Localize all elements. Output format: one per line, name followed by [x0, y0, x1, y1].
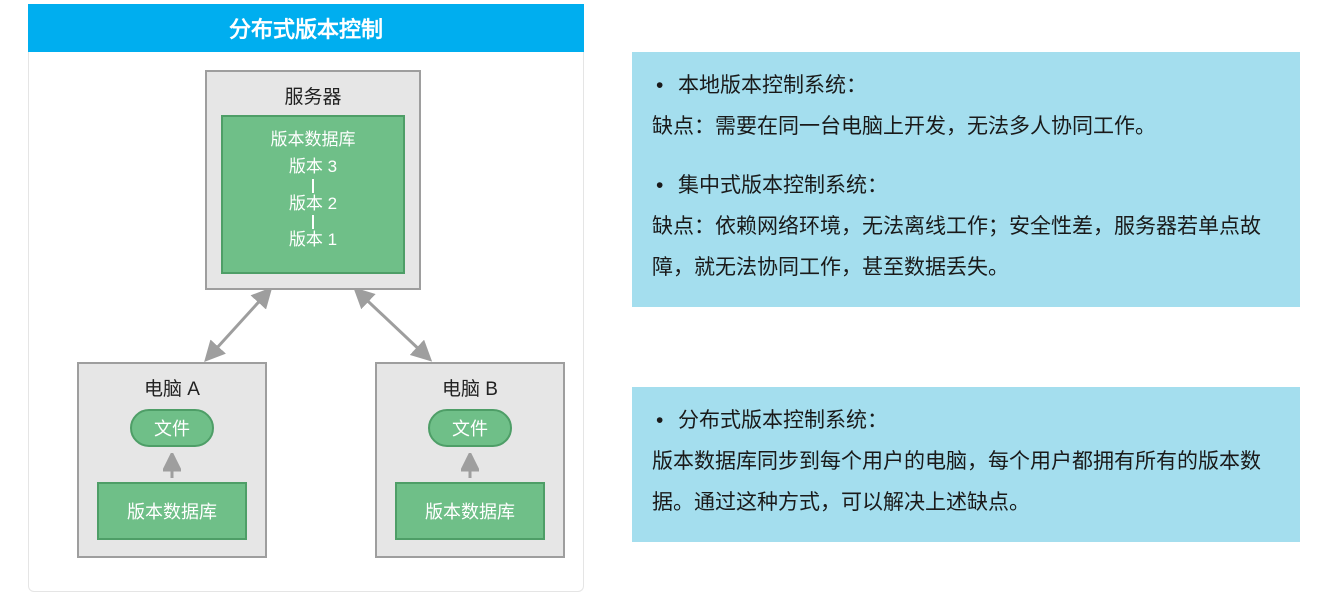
version-item: 版本 1 — [289, 231, 337, 250]
notes-column: 本地版本控制系统： 缺点：需要在同一台电脑上开发，无法多人协同工作。 集中式版本… — [632, 4, 1300, 589]
version-connector — [312, 179, 314, 193]
diagram-panel: 分布式版本控制 服务器 版本数据库 版 — [28, 4, 584, 589]
client-b-title: 电脑 B — [442, 374, 498, 401]
version-list: 版本 3 版本 2 版本 1 — [289, 158, 337, 250]
note-body: 缺点：依赖网络环境，无法离线工作；安全性差，服务器若单点故障，就无法协同工作，甚… — [652, 207, 1280, 289]
client-a-title: 电脑 A — [144, 374, 200, 401]
server-title: 服务器 — [284, 82, 341, 109]
note-body: 版本数据库同步到每个用户的电脑，每个用户都拥有所有的版本数据。通过这种方式，可以… — [652, 442, 1280, 524]
client-b-db: 版本数据库 — [395, 482, 545, 540]
page-container: 分布式版本控制 服务器 版本数据库 版 — [0, 0, 1320, 593]
spacer — [652, 148, 1280, 166]
client-b-file: 文件 — [428, 409, 512, 447]
note-body: 缺点：需要在同一台电脑上开发，无法多人协同工作。 — [652, 107, 1280, 148]
client-a-db: 版本数据库 — [97, 482, 247, 540]
server-node: 服务器 版本数据库 版本 3 版本 2 版本 1 — [205, 70, 421, 290]
up-arrow-icon — [163, 453, 181, 478]
note-title: 本地版本控制系统： — [652, 66, 1280, 107]
client-b-node: 电脑 B 文件 版本数据库 — [375, 362, 565, 558]
server-db-title: 版本数据库 — [271, 125, 356, 150]
server-db: 版本数据库 版本 3 版本 2 版本 1 — [221, 115, 405, 274]
version-item: 版本 3 — [289, 158, 337, 177]
client-a-file: 文件 — [130, 409, 214, 447]
notes-box-2: 分布式版本控制系统： 版本数据库同步到每个用户的电脑，每个用户都拥有所有的版本数… — [632, 387, 1300, 542]
note-title: 分布式版本控制系统： — [652, 401, 1280, 442]
notes-box-1: 本地版本控制系统： 缺点：需要在同一台电脑上开发，无法多人协同工作。 集中式版本… — [632, 52, 1300, 307]
version-item: 版本 2 — [289, 195, 337, 214]
version-connector — [312, 215, 314, 229]
note-title: 集中式版本控制系统： — [652, 166, 1280, 207]
up-arrow-icon — [461, 453, 479, 478]
spacer — [632, 307, 1300, 387]
panel-title: 分布式版本控制 — [28, 4, 584, 52]
client-a-node: 电脑 A 文件 版本数据库 — [77, 362, 267, 558]
diagram-body: 服务器 版本数据库 版本 3 版本 2 版本 1 电脑 A 文件 — [28, 52, 584, 592]
